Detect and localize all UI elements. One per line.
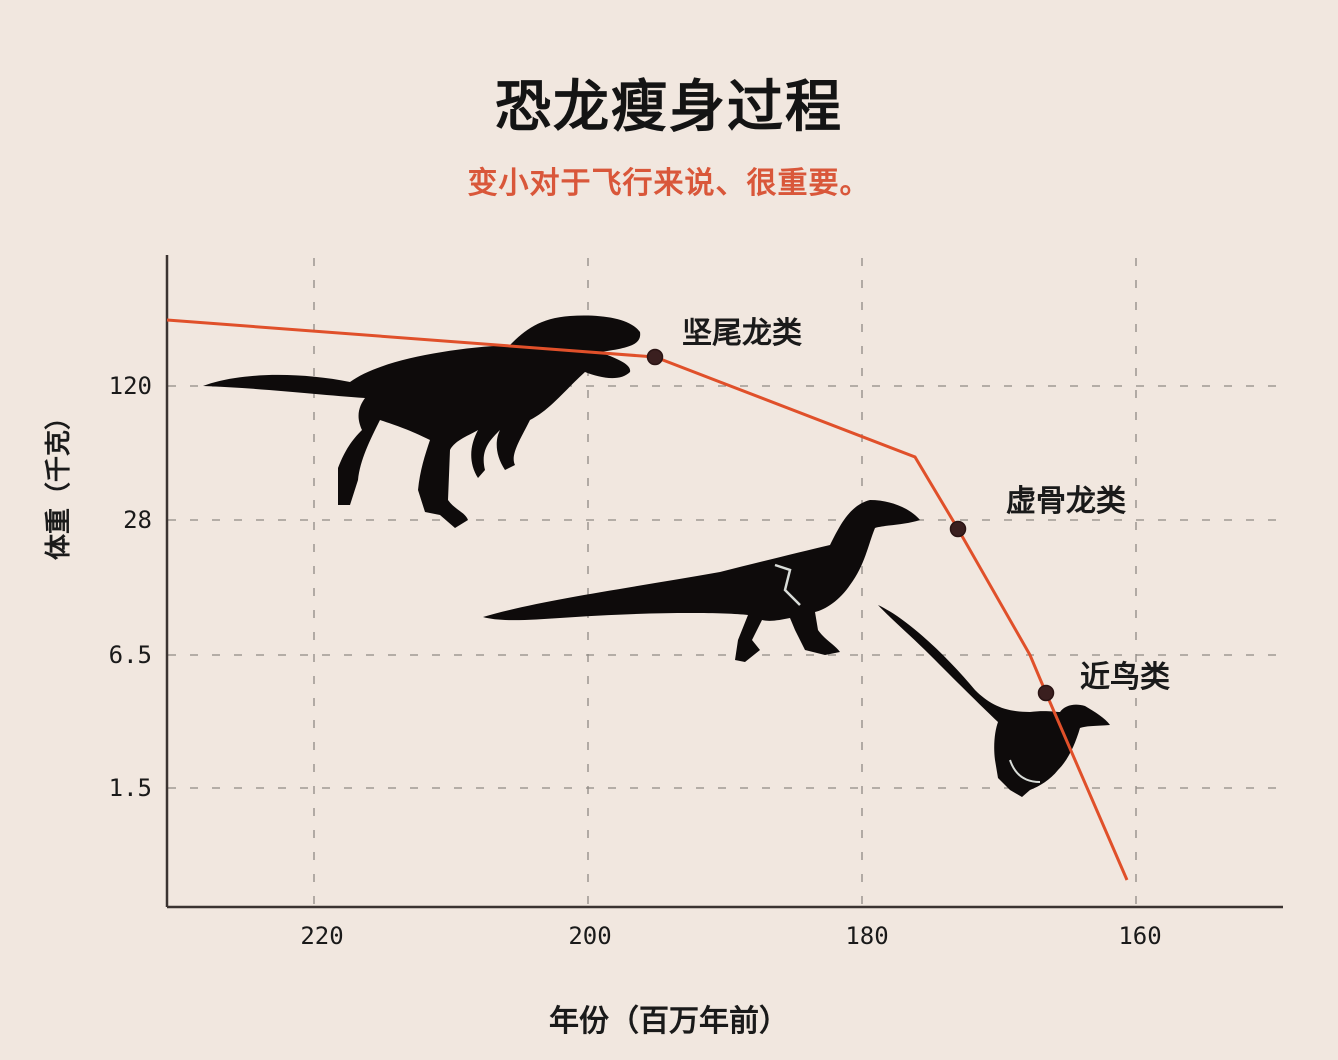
x-axis-label: 年份（百万年前） [549, 1004, 789, 1039]
gridlines [168, 258, 1283, 905]
annotation-label: 坚尾龙类 [682, 316, 802, 351]
feathered-coelurosaur-silhouette [483, 500, 920, 662]
axes [165, 255, 1283, 909]
y-axis-label: 体重（千克） [44, 403, 74, 560]
small-paravian-silhouette [878, 605, 1110, 797]
x-tick-label: 220 [300, 922, 344, 950]
annotation-label: 近鸟类 [1080, 660, 1170, 695]
y-tick-label: 1.5 [108, 774, 152, 802]
marker-coelurosaur-tail [646, 348, 664, 366]
y-tick-label: 28 [123, 506, 152, 534]
large-theropod-silhouette [203, 315, 641, 528]
x-tick-label: 180 [845, 922, 889, 950]
marker-paraves [1037, 684, 1055, 702]
y-tick-label: 6.5 [108, 641, 152, 669]
chart-title: 恐龙瘦身过程 [495, 75, 843, 140]
x-tick-label: 160 [1118, 922, 1162, 950]
chart-subtitle: 变小对于飞行来说、很重要。 [467, 166, 871, 201]
y-tick-label: 120 [108, 372, 152, 400]
annotation-label: 虚骨龙类 [1006, 484, 1126, 519]
x-tick-label: 200 [568, 922, 612, 950]
marker-coelurosauria [949, 520, 967, 538]
